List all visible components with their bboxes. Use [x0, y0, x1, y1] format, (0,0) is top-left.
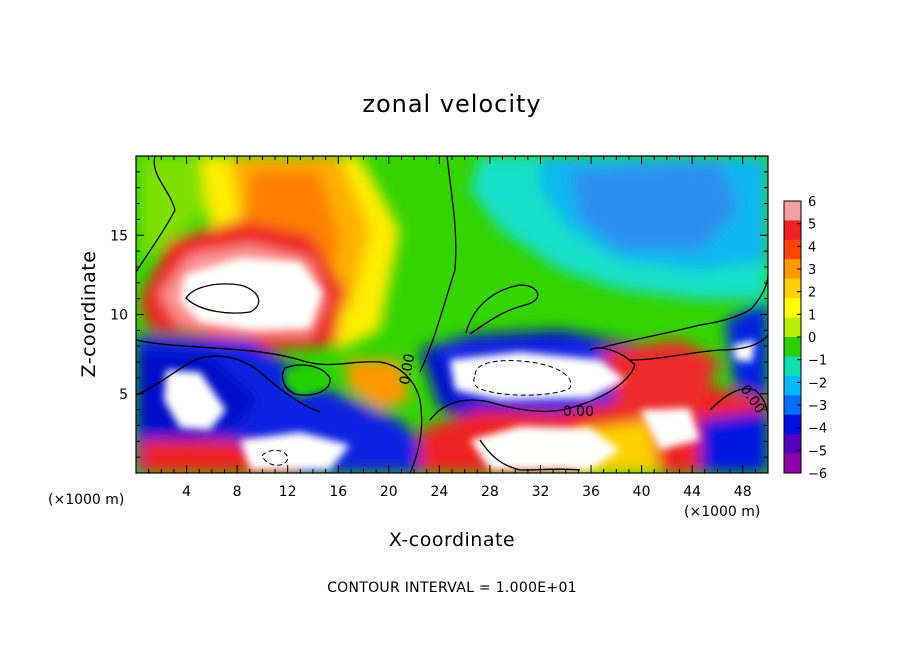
heatmap-field	[136, 156, 768, 473]
x-unit-right: (×1000 m)	[684, 504, 760, 520]
x-tick-label: 12	[279, 484, 297, 500]
x-tick-label: 44	[683, 484, 701, 500]
colorbar-tick-label: 1	[808, 308, 816, 323]
colorbar-tick-label: −3	[808, 399, 827, 414]
chart-title: zonal velocity	[362, 90, 541, 118]
colorbar-tick-label: −2	[808, 376, 827, 391]
x-tick-label: 36	[582, 484, 600, 500]
x-axis-ticks: 4 8 12 16 20 24 28 32 36 40 44 48	[148, 156, 756, 500]
colorbar-swatch	[784, 201, 801, 221]
x-unit-left: (×1000 m)	[48, 492, 124, 508]
y-tick-label: 10	[110, 308, 128, 324]
colorbar-swatch	[784, 395, 801, 416]
colorbar-tick-label: 0	[808, 331, 816, 346]
colorbar: 6 5 4 3 2 1 0 −1 −2 −3 −4 −5 −6	[783, 195, 827, 482]
colorbar-swatch	[784, 278, 801, 299]
colorbar-swatch	[784, 375, 801, 396]
x-tick-label: 48	[734, 484, 752, 500]
y-tick-label: 15	[110, 228, 128, 244]
colorbar-swatch	[784, 220, 801, 241]
colorbar-swatch	[784, 259, 801, 280]
colorbar-swatch	[784, 356, 801, 377]
x-tick-label: 28	[481, 484, 499, 500]
x-tick-label: 4	[182, 484, 191, 500]
colorbar-swatch	[784, 453, 801, 474]
y-axis-label: Z-coordinate	[78, 251, 100, 378]
x-tick-label: 40	[633, 484, 651, 500]
colorbar-swatch	[784, 337, 801, 357]
colorbar-tick-label: 5	[808, 218, 816, 233]
contour-interval-footer: CONTOUR INTERVAL = 1.000E+01	[327, 580, 577, 596]
colorbar-tick-label: −5	[808, 444, 827, 459]
colorbar-tick-label: −6	[808, 467, 827, 482]
y-tick-label: 5	[119, 387, 128, 403]
x-tick-label: 24	[430, 484, 448, 500]
x-tick-label: 8	[233, 484, 242, 500]
colorbar-swatch	[784, 317, 801, 338]
colorbar-swatch	[784, 414, 801, 435]
colorbar-tick-label: −4	[808, 422, 827, 437]
colorbar-swatch	[784, 434, 801, 455]
colorbar-tick-label: 4	[808, 240, 816, 255]
contour-label: 0.00	[563, 404, 594, 420]
x-tick-label: 16	[329, 484, 347, 500]
x-tick-label: 20	[380, 484, 398, 500]
colorbar-tick-label: 2	[808, 286, 816, 301]
colorbar-tick-label: 3	[808, 263, 816, 278]
colorbar-tick-label: −1	[808, 354, 827, 369]
colorbar-swatch	[784, 239, 801, 260]
y-axis-ticks: 5 10 15	[110, 171, 768, 458]
x-tick-label: 32	[532, 484, 550, 500]
contour-label: 0.00	[397, 353, 418, 386]
colorbar-tick-label: 6	[808, 195, 816, 210]
colorbar-swatch	[784, 298, 801, 319]
x-axis-label: X-coordinate	[389, 529, 515, 551]
